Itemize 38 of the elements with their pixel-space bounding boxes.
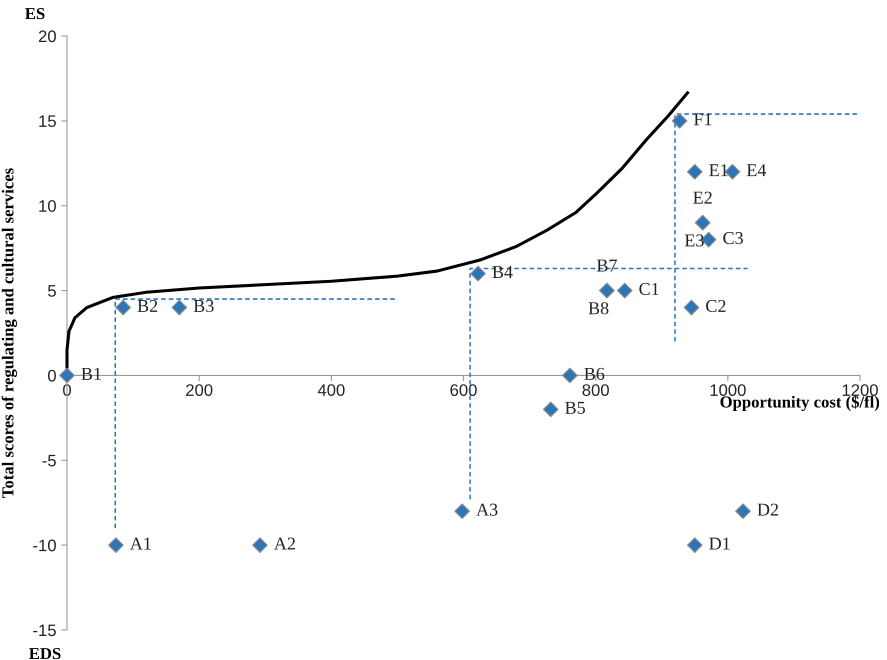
annotation: C1 — [639, 282, 659, 296]
x-tick-label: 200 — [186, 384, 212, 396]
x-axis-title: Opportunity cost ($/fl) — [720, 395, 880, 412]
annotation: E1 — [709, 164, 728, 176]
annotation: E4 — [746, 164, 766, 176]
annotation: A3 — [476, 504, 498, 516]
y-tick-label: -5 — [42, 454, 56, 466]
annotation: A2 — [274, 538, 295, 550]
text: EDS — [29, 648, 61, 660]
annotation: C3 — [723, 232, 743, 244]
annotation: B2 — [138, 300, 158, 312]
x-tick-label: 600 — [450, 384, 477, 396]
annotation: D2 — [757, 504, 778, 516]
annotation: B4 — [492, 266, 513, 278]
annotation: B1 — [81, 368, 101, 380]
annotation: E3 — [684, 234, 704, 247]
annotation: A1 — [130, 538, 151, 550]
annotation: B6 — [584, 368, 604, 380]
annotation: B5 — [565, 402, 585, 414]
annotation: B3 — [194, 300, 214, 312]
y-axis-title: Total scores of regulating and cultural services — [2, 168, 18, 498]
y-tick-label: -10 — [33, 540, 56, 552]
y-tick-label: 0 — [48, 370, 56, 382]
y-tick-label: 5 — [48, 285, 56, 297]
y-tick-label: 15 — [39, 115, 56, 128]
x-tick-label: 1200 — [842, 384, 878, 396]
y-tick-label: 20 — [38, 30, 56, 42]
annotation: B8 — [588, 302, 608, 314]
x-tick-label: 1000 — [710, 384, 746, 396]
text: ES — [25, 8, 44, 20]
x-tick-label: 800 — [582, 384, 609, 396]
annotation: E2 — [693, 192, 712, 204]
y-tick-label: 10 — [39, 200, 56, 212]
annotation: C2 — [706, 300, 726, 312]
x-tick-label: 400 — [318, 384, 345, 396]
annotation: F1 — [694, 113, 712, 126]
annotation: D1 — [709, 538, 730, 550]
y-tick-label: -15 — [33, 624, 56, 636]
